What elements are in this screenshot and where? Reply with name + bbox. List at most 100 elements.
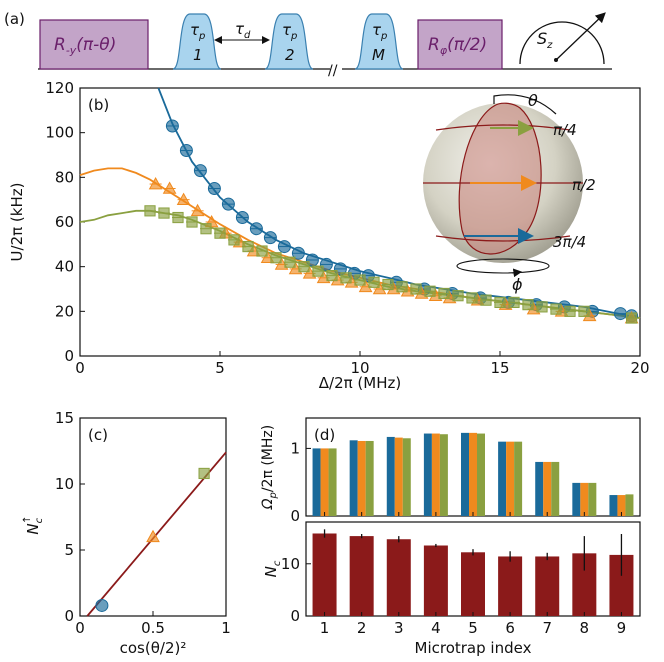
x-tick-label: 15 xyxy=(490,359,509,377)
y-tick-label: 1 xyxy=(290,439,300,457)
phi-loop xyxy=(456,258,550,274)
bar-orange xyxy=(394,437,403,516)
panel-b-label: (b) xyxy=(88,96,109,114)
pulse-1-tau: τp xyxy=(190,21,205,42)
bar-nc xyxy=(312,533,337,616)
pulse-2 xyxy=(264,13,314,70)
latitude-top xyxy=(435,124,571,131)
x-tick-label: 20 xyxy=(630,359,649,377)
data-point-orange xyxy=(190,203,205,217)
data-point-green xyxy=(354,274,366,286)
data-point-green xyxy=(452,290,464,302)
x-tick-label: 7 xyxy=(542,619,552,637)
bar-blue xyxy=(386,436,395,516)
pulse-m-tau: τp xyxy=(372,21,387,42)
bar-blue xyxy=(461,432,469,516)
panel-b-data-points xyxy=(144,119,639,324)
bar-green xyxy=(477,433,485,516)
data-point-green xyxy=(564,305,576,317)
bloch-sphere-inset: θ π/4 π/2 3π/4 ϕ xyxy=(423,91,596,294)
bar-nc xyxy=(535,556,560,616)
y-tick-label: 0 xyxy=(64,347,74,365)
axis-break-mark: // xyxy=(328,63,338,79)
data-point-blue xyxy=(613,307,627,321)
panel-c-ylabel: Nc↑ xyxy=(22,515,45,534)
panel-a: (a) // R-y(π-θ) τp 1 τd τp 2 τp M Rφ(π/2… xyxy=(4,10,612,79)
y-tick-label: 0 xyxy=(64,607,74,625)
panel-b: (b) 0 5 10 15 20 0 20 40 60 80 100 120 U/2π (kHz) Δ… xyxy=(8,79,650,392)
y-tick-label: 5 xyxy=(64,541,74,559)
data-point-blue xyxy=(207,182,221,195)
bar-blue xyxy=(312,448,321,516)
y-tick-label: 0 xyxy=(290,507,300,525)
panel-a-label: (a) xyxy=(4,10,25,28)
x-tick-label: 10 xyxy=(350,359,369,377)
bar-orange xyxy=(617,495,626,516)
panel-d-label: (d) xyxy=(314,426,335,444)
bar-nc xyxy=(349,536,374,616)
y-tick-label: 40 xyxy=(55,258,74,276)
data-point-green xyxy=(340,272,352,284)
data-point-blue xyxy=(165,119,179,133)
rotation-box-left xyxy=(39,19,149,70)
data-point-green xyxy=(158,207,170,219)
x-tick-label: 6 xyxy=(505,619,515,637)
data-point-blue xyxy=(235,211,249,225)
bar-green xyxy=(365,440,374,516)
bar-green xyxy=(588,482,597,516)
data-point-green xyxy=(298,261,310,273)
panel-c-xlabel: cos(θ/2)² xyxy=(120,639,187,657)
bar-orange xyxy=(580,482,589,516)
bar-orange xyxy=(506,441,515,516)
data-point-green xyxy=(200,223,212,235)
bar-nc xyxy=(386,539,411,616)
bar-blue xyxy=(535,461,544,516)
pulse-1-index: 1 xyxy=(193,46,203,64)
data-point-green xyxy=(466,292,478,304)
x-tick-label: 4 xyxy=(431,619,441,637)
data-point-orange xyxy=(176,192,191,205)
y-tick-label: 80 xyxy=(55,168,74,186)
pulse-m-index: M xyxy=(372,46,385,64)
x-tick-label: 1 xyxy=(221,619,231,637)
bar-green xyxy=(328,448,337,516)
y-tick-label: 10 xyxy=(55,475,74,493)
bar-blue xyxy=(498,441,507,516)
data-point-orange xyxy=(162,181,177,194)
panel-c-frame xyxy=(79,417,227,617)
x-tick-label: 0 xyxy=(75,619,85,637)
x-tick-label: 3 xyxy=(394,619,404,637)
data-point-green xyxy=(186,216,198,228)
data-point-green xyxy=(172,211,184,224)
x-tick-label: 9 xyxy=(617,619,627,637)
x-tick-label: 2 xyxy=(357,619,367,637)
data-point-blue xyxy=(263,231,277,245)
theta-label: θ xyxy=(528,91,538,110)
bar-nc xyxy=(498,556,523,616)
bar-green xyxy=(439,434,448,516)
bar-blue xyxy=(609,495,618,516)
panel-d-top-bars: 01 xyxy=(290,432,634,525)
data-point-blue xyxy=(179,144,193,158)
theta-bracket xyxy=(493,94,557,115)
sphere-label-three-quarter: 3π/4 xyxy=(553,233,586,251)
data-point-green xyxy=(410,283,422,295)
data-point-orange xyxy=(148,177,163,190)
panel-d-bottom-bars: 0 10 1 2 3 4 5 6 7 8 9 xyxy=(281,529,634,637)
phi-label: ϕ xyxy=(512,275,523,294)
data-point-green xyxy=(144,205,156,217)
data-point-green xyxy=(284,256,296,268)
x-tick-label: 8 xyxy=(580,619,590,637)
bar-orange xyxy=(543,461,552,516)
rotation-right-label: Rφ(π/2) xyxy=(428,35,487,57)
data-point-green xyxy=(508,296,520,308)
panel-b-xlabel: Δ/2π (MHz) xyxy=(319,374,401,392)
pulse-2-tau: τp xyxy=(282,21,297,42)
bar-nc xyxy=(423,545,448,616)
panel-c-label: (c) xyxy=(88,426,108,444)
rotation-left-label: R-y(π-θ) xyxy=(54,35,116,57)
data-point-blue xyxy=(249,222,263,236)
bar-orange xyxy=(357,440,366,516)
